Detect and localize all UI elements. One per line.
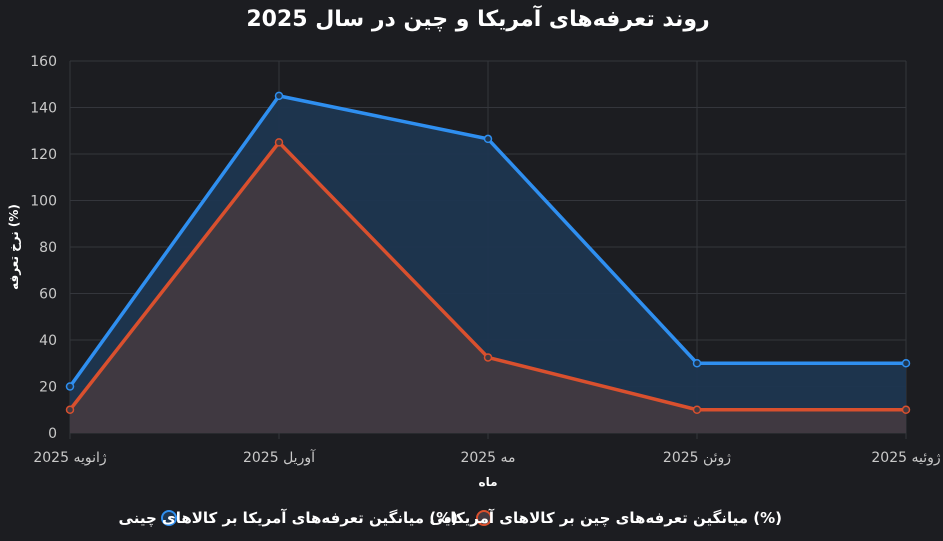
y-tick-label: 160 <box>30 54 57 70</box>
x-tick-label: ژوئیه 2025 <box>871 450 940 466</box>
legend-label-1: میانگین تعرفه‌های آمریکا بر کالاهای چینی… <box>119 509 458 528</box>
legend-marker-2 <box>476 510 492 526</box>
y-tick-label: 40 <box>39 333 57 349</box>
y-tick-label: 60 <box>39 287 57 303</box>
y-tick-label: 120 <box>30 147 57 163</box>
y-axis-title: نرخ تعرفه (%) <box>7 204 21 290</box>
legend-marker-1 <box>161 510 177 526</box>
series-area-2 <box>70 142 906 433</box>
data-point <box>274 138 284 147</box>
x-tick-label: آوریل 2025 <box>243 449 316 466</box>
data-point <box>901 405 911 414</box>
y-tick-label: 100 <box>30 194 57 210</box>
legend-label-2: میانگین تعرفه‌های چین بر کالاهای آمریکای… <box>430 509 782 528</box>
y-axis-ticks: 0 20 40 60 80 100 120 140 160 <box>30 54 57 442</box>
data-point <box>692 405 702 414</box>
x-tick-label: ژوئن 2025 <box>663 450 731 466</box>
chart-title: روند تعرفه‌های آمریکا و چین در سال 2025 <box>246 4 709 32</box>
x-axis-title: ماه <box>478 475 497 489</box>
y-tick-label: 80 <box>39 240 57 256</box>
data-point <box>692 359 702 368</box>
data-point <box>65 382 75 391</box>
data-point <box>65 405 75 414</box>
y-tick-label: 140 <box>30 101 57 117</box>
data-point <box>274 91 284 101</box>
data-point <box>483 353 493 362</box>
x-tick-label: ژانویه 2025 <box>33 450 107 466</box>
x-tick-label: مه 2025 <box>460 450 515 466</box>
y-tick-label: 0 <box>48 426 57 442</box>
data-point <box>901 359 911 368</box>
x-axis-ticks: ژانویه 2025 آوریل 2025 مه 2025 ژوئن 2025 ژوئ… <box>33 449 940 466</box>
legend: میانگین تعرفه‌های چین بر کالاهای آمریکای… <box>119 509 782 528</box>
y-tick-label: 20 <box>39 380 57 396</box>
series-areas <box>70 95 906 433</box>
data-point <box>483 134 493 144</box>
series-points <box>65 91 911 414</box>
